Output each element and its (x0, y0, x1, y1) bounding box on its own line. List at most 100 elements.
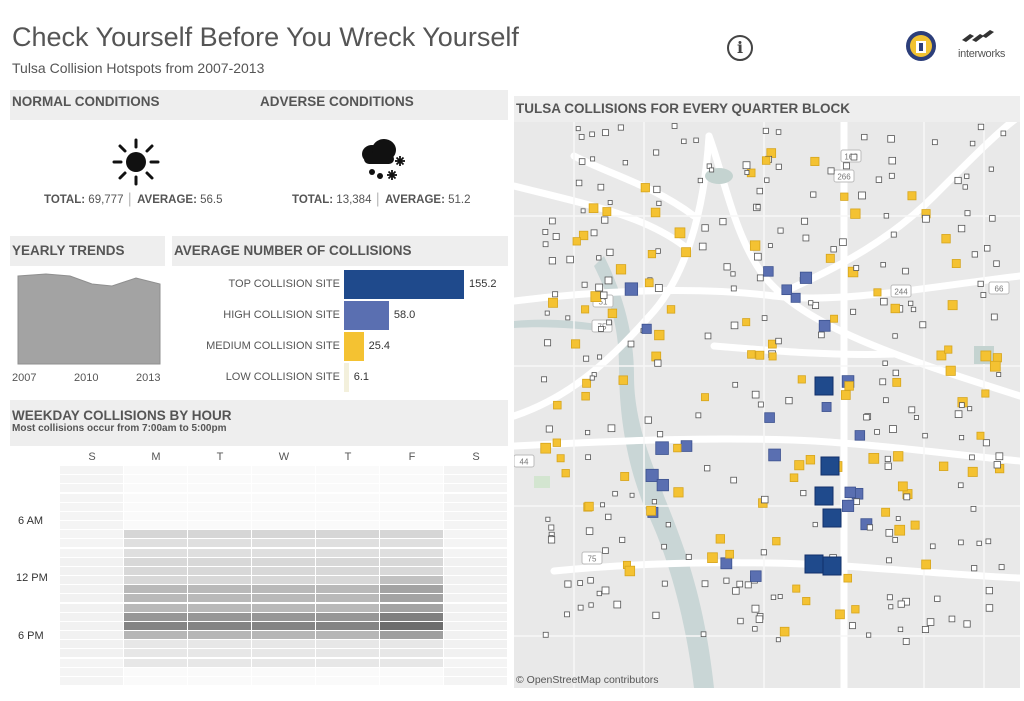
heatmap-cell[interactable] (380, 603, 443, 612)
heatmap-cell[interactable] (252, 466, 315, 475)
heatmap-cell[interactable] (316, 493, 379, 502)
heatmap-cell[interactable] (252, 640, 315, 649)
avg-bar[interactable] (344, 270, 464, 299)
yearly-trends-chart[interactable] (12, 266, 164, 366)
avg-bar[interactable] (344, 301, 389, 330)
heatmap-cell[interactable] (188, 649, 251, 658)
heatmap-cell[interactable] (124, 649, 187, 658)
heatmap-cell[interactable] (60, 539, 123, 548)
heatmap-cell[interactable] (316, 621, 379, 630)
heatmap-cell[interactable] (444, 502, 507, 511)
heatmap-cell[interactable] (316, 548, 379, 557)
heatmap-cell[interactable] (60, 566, 123, 575)
heatmap-cell[interactable] (316, 484, 379, 493)
heatmap-cell[interactable] (380, 566, 443, 575)
heatmap-cell[interactable] (316, 566, 379, 575)
heatmap-cell[interactable] (252, 493, 315, 502)
heatmap-cell[interactable] (316, 667, 379, 676)
heatmap-cell[interactable] (124, 603, 187, 612)
heatmap-cell[interactable] (380, 649, 443, 658)
heatmap-cell[interactable] (188, 475, 251, 484)
heatmap-cell[interactable] (60, 594, 123, 603)
heatmap-cell[interactable] (188, 576, 251, 585)
heatmap-cell[interactable] (252, 557, 315, 566)
heatmap-cell[interactable] (316, 612, 379, 621)
heatmap-cell[interactable] (444, 530, 507, 539)
heatmap-cell[interactable] (60, 676, 123, 685)
heatmap-cell[interactable] (444, 566, 507, 575)
heatmap-cell[interactable] (444, 594, 507, 603)
heatmap-cell[interactable] (188, 511, 251, 520)
heatmap-cell[interactable] (316, 576, 379, 585)
heatmap-cell[interactable] (444, 612, 507, 621)
heatmap-cell[interactable] (444, 539, 507, 548)
heatmap-cell[interactable] (252, 621, 315, 630)
heatmap-cell[interactable] (188, 566, 251, 575)
heatmap-cell[interactable] (188, 585, 251, 594)
heatmap-cell[interactable] (380, 621, 443, 630)
heatmap-cell[interactable] (444, 649, 507, 658)
heatmap-cell[interactable] (60, 484, 123, 493)
avg-bar[interactable] (344, 363, 349, 392)
heatmap-cell[interactable] (252, 649, 315, 658)
heatmap-cell[interactable] (60, 493, 123, 502)
heatmap-cell[interactable] (252, 566, 315, 575)
heatmap-cell[interactable] (316, 658, 379, 667)
heatmap-cell[interactable] (444, 521, 507, 530)
heatmap-cell[interactable] (380, 511, 443, 520)
heatmap-cell[interactable] (188, 502, 251, 511)
heatmap-cell[interactable] (252, 502, 315, 511)
heatmap-cell[interactable] (252, 585, 315, 594)
heatmap-cell[interactable] (444, 466, 507, 475)
heatmap-cell[interactable] (380, 466, 443, 475)
heatmap-cell[interactable] (316, 521, 379, 530)
heatmap-cell[interactable] (124, 539, 187, 548)
heatmap-cell[interactable] (316, 466, 379, 475)
heatmap-cell[interactable] (60, 612, 123, 621)
heatmap-cell[interactable] (60, 511, 123, 520)
heatmap-cell[interactable] (124, 502, 187, 511)
heatmap-cell[interactable] (124, 621, 187, 630)
heatmap-cell[interactable] (124, 640, 187, 649)
heatmap-cell[interactable] (60, 530, 123, 539)
heatmap-cell[interactable] (252, 539, 315, 548)
heatmap-cell[interactable] (60, 649, 123, 658)
heatmap-cell[interactable] (188, 658, 251, 667)
heatmap-cell[interactable] (252, 612, 315, 621)
map-attribution[interactable]: © OpenStreetMap contributors (516, 674, 659, 686)
heatmap-cell[interactable] (316, 676, 379, 685)
heatmap-cell[interactable] (444, 631, 507, 640)
heatmap-cell[interactable] (252, 631, 315, 640)
heatmap-cell[interactable] (124, 631, 187, 640)
heatmap-cell[interactable] (444, 603, 507, 612)
heatmap-cell[interactable] (60, 475, 123, 484)
heatmap-cell[interactable] (444, 576, 507, 585)
heatmap-cell[interactable] (60, 667, 123, 676)
heatmap-cell[interactable] (124, 594, 187, 603)
heatmap-cell[interactable] (60, 603, 123, 612)
heatmap-cell[interactable] (316, 631, 379, 640)
heatmap-cell[interactable] (124, 475, 187, 484)
weekday-heatmap[interactable] (60, 466, 508, 686)
heatmap-cell[interactable] (316, 585, 379, 594)
heatmap-cell[interactable] (444, 475, 507, 484)
heatmap-cell[interactable] (60, 621, 123, 630)
heatmap-cell[interactable] (380, 475, 443, 484)
heatmap-cell[interactable] (60, 658, 123, 667)
heatmap-cell[interactable] (188, 621, 251, 630)
heatmap-cell[interactable] (380, 667, 443, 676)
heatmap-cell[interactable] (188, 521, 251, 530)
heatmap-cell[interactable] (380, 493, 443, 502)
heatmap-cell[interactable] (380, 502, 443, 511)
heatmap-cell[interactable] (444, 676, 507, 685)
heatmap-cell[interactable] (188, 594, 251, 603)
heatmap-cell[interactable] (188, 548, 251, 557)
avg-bar[interactable] (344, 332, 364, 361)
collision-map[interactable]: 1692667544244667551 (514, 96, 1020, 688)
heatmap-cell[interactable] (380, 594, 443, 603)
heatmap-cell[interactable] (316, 649, 379, 658)
heatmap-cell[interactable] (188, 493, 251, 502)
heatmap-cell[interactable] (380, 484, 443, 493)
heatmap-cell[interactable] (444, 548, 507, 557)
heatmap-cell[interactable] (124, 493, 187, 502)
